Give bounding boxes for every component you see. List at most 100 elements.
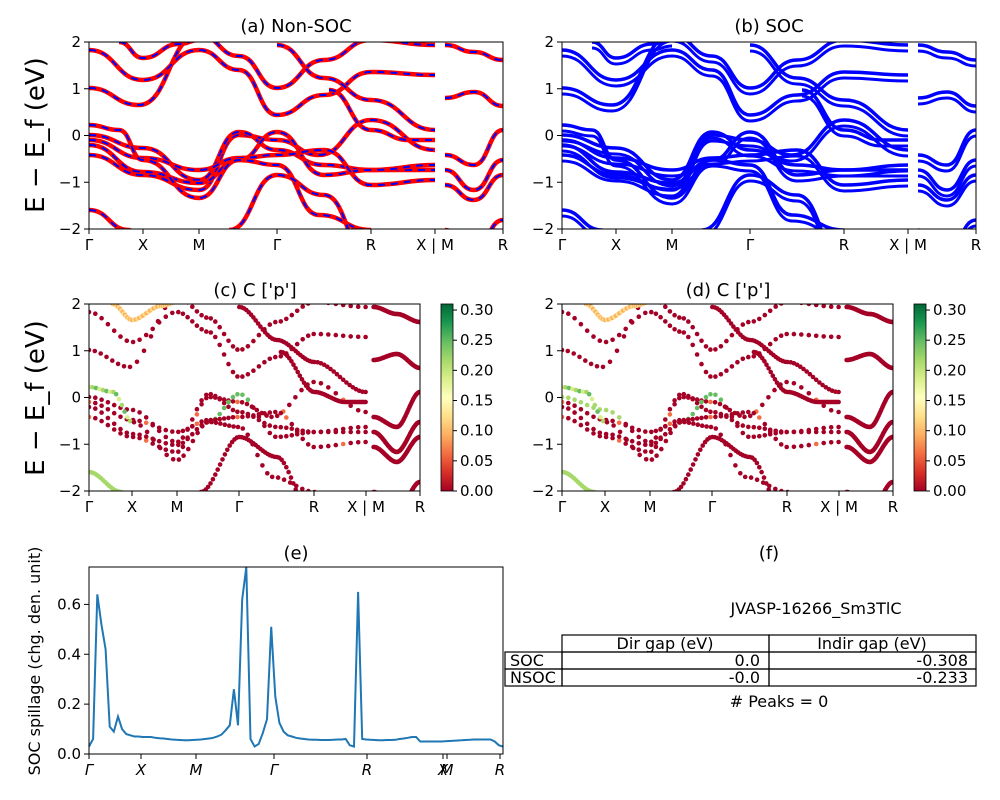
projection-point (649, 309, 654, 315)
projection-point (240, 426, 246, 431)
projection-point (653, 440, 659, 446)
projection-point (141, 348, 147, 354)
kpoint-label: X | M (820, 498, 858, 516)
projection-point (333, 332, 339, 338)
projection-point (213, 334, 218, 340)
projection-point (251, 413, 256, 418)
projection-point (708, 347, 713, 352)
kpoint-label: Γ (273, 236, 282, 254)
kpoint-label: Γ (85, 761, 95, 779)
projection-point (828, 304, 834, 310)
band-line (562, 42, 909, 107)
projection-point (167, 560, 172, 565)
projection-point (407, 493, 412, 498)
projection-point (138, 423, 143, 428)
band-line-blue-dashed (328, 89, 435, 141)
band-line (591, 42, 669, 60)
projection-point (817, 380, 822, 385)
projection-point (607, 359, 613, 365)
colorbar-tick-label: 0.25 (460, 331, 493, 349)
projection-point (584, 427, 590, 432)
projection-point (606, 538, 611, 543)
projection-point (333, 304, 339, 307)
projection-point (287, 402, 292, 408)
projection-point (217, 462, 223, 467)
projection-point (130, 407, 136, 413)
projection-point (880, 493, 885, 498)
projection-point (700, 443, 705, 448)
projection-point (836, 424, 841, 430)
projection-point (610, 432, 615, 438)
projection-point (225, 447, 230, 453)
projection-point (699, 338, 704, 344)
projection-point (116, 396, 122, 402)
projection-point (608, 540, 613, 545)
projection-point (686, 393, 691, 399)
kpoint-label: R (888, 498, 898, 516)
projection-point (180, 311, 186, 317)
projection-point (565, 348, 571, 354)
projection-point (766, 395, 771, 400)
projection-point (148, 334, 154, 339)
projection-point (299, 387, 304, 393)
projection-point (194, 406, 200, 412)
projection-point (300, 337, 306, 342)
projection-point (190, 431, 195, 437)
panel-c-colorbar (440, 303, 454, 492)
projection-point (230, 369, 236, 375)
projection-point (267, 356, 273, 362)
projection-point (821, 429, 826, 435)
projection-point (868, 510, 873, 515)
projection-point (337, 374, 343, 380)
y-tick-label: −1 (532, 435, 554, 453)
projection-point (294, 308, 300, 314)
projection-point (570, 386, 575, 392)
projection-point (134, 359, 140, 365)
projection-point (603, 528, 608, 533)
projection-point (210, 476, 216, 482)
projection-point (137, 432, 142, 438)
projection-point (267, 322, 273, 327)
projection-point (190, 417, 195, 422)
projection-point (733, 463, 738, 468)
y-tick-label: 0 (544, 389, 554, 407)
projection-point (401, 504, 406, 509)
projection-point (751, 319, 757, 324)
projection-point (751, 354, 757, 359)
projection-point (185, 436, 190, 442)
projection-point (121, 492, 126, 497)
projection-point (89, 309, 92, 315)
band-line-blue-dashed (276, 44, 436, 131)
projection-point (566, 311, 571, 317)
projection-point (213, 319, 218, 324)
projection-point (784, 444, 789, 450)
band-line-blue-dashed (89, 130, 436, 185)
projection-point (801, 366, 806, 372)
projection-point (690, 416, 695, 422)
colorbar-tick-label: 0.10 (933, 422, 966, 440)
projection-point (299, 377, 305, 382)
projection-point (363, 304, 368, 310)
projection-point (111, 427, 117, 432)
projection-point (735, 359, 740, 365)
projection-point (821, 403, 826, 409)
projection-point (602, 524, 607, 529)
projection-point (563, 385, 568, 390)
projection-point (293, 487, 298, 491)
projection-point (326, 385, 331, 390)
projection-point (150, 423, 155, 428)
projection-point (294, 341, 300, 347)
projection-point (864, 508, 869, 513)
projection-point (417, 365, 420, 371)
projection-point (281, 477, 287, 483)
projection-point (267, 423, 273, 428)
projection-point (251, 338, 256, 344)
projection-point (111, 421, 117, 427)
band-line (801, 88, 908, 142)
projection-point (746, 434, 751, 440)
projection-point (686, 334, 691, 340)
projection-point (601, 519, 606, 524)
projection-point (298, 499, 303, 504)
projection-point (284, 464, 289, 470)
